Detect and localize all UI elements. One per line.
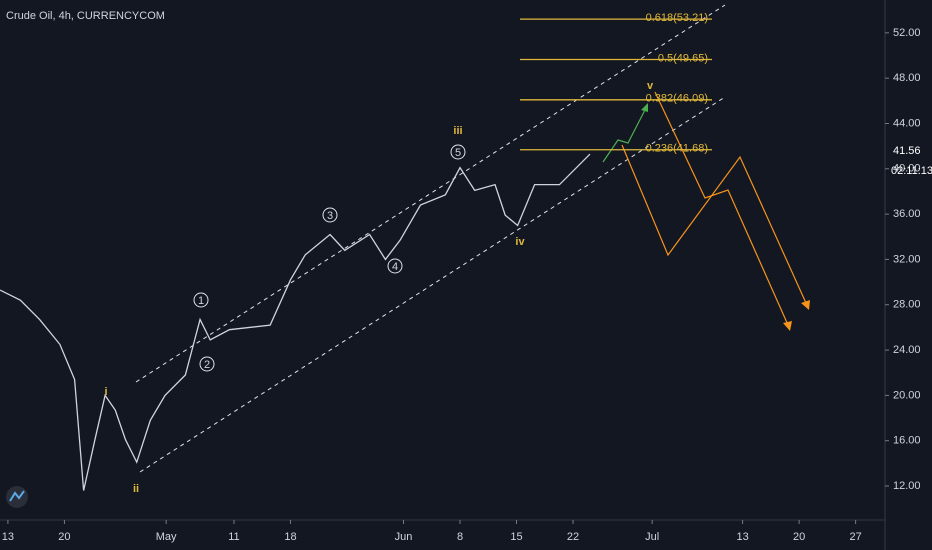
x-tick-label: Jul [645, 531, 659, 543]
x-tick-label: 18 [284, 531, 296, 543]
y-tick-label: 52.00 [893, 27, 921, 39]
y-tick-label: 12.00 [893, 480, 921, 492]
wave-label: i [104, 386, 107, 398]
projection-orange-2 [654, 91, 789, 326]
y-tick-label: 44.00 [893, 117, 921, 129]
x-tick-label: 27 [849, 531, 861, 543]
x-tick-label: 20 [793, 531, 805, 543]
x-tick-label: 11 [228, 531, 239, 543]
wave-label: iii [453, 125, 462, 137]
x-tick-label: May [156, 531, 177, 543]
projection-orange-1 [621, 144, 807, 304]
x-tick-label: 13 [736, 531, 748, 543]
countdown-label: 02:11:13 [891, 165, 932, 177]
wave-circle [199, 356, 215, 372]
arrowhead-orange-2 [783, 321, 792, 331]
wave-label: 1 [198, 295, 204, 307]
fib-label: 0.5(49.65) [658, 52, 708, 64]
y-tick-label: 36.00 [893, 208, 921, 220]
fib-label: 0.618(53.21) [646, 12, 708, 24]
y-tick-label: 24.00 [893, 344, 921, 356]
wave-label: 4 [392, 261, 398, 273]
x-tick-label: 8 [457, 531, 463, 543]
wave-circle [193, 292, 209, 308]
wave-circle [387, 258, 403, 274]
logo-mark [9, 490, 25, 502]
y-tick-label: 48.00 [893, 72, 921, 84]
arrowhead-orange-1 [801, 300, 810, 310]
x-tick-label: 15 [510, 531, 522, 543]
y-tick-label: 32.00 [893, 253, 921, 265]
wave-label: 2 [204, 359, 210, 371]
y-tick-label: 16.00 [893, 435, 921, 447]
wave-label: iv [515, 236, 525, 248]
chart-title: Crude Oil, 4h, CURRENCYCOM [6, 10, 165, 22]
y-tick-label: 28.00 [893, 299, 921, 311]
x-tick-label: 20 [58, 531, 70, 543]
fib-label: 0.236(41.68) [646, 143, 708, 155]
x-tick-label: 22 [567, 531, 579, 543]
projection-green [602, 107, 647, 163]
y-tick-label: 20.00 [893, 389, 921, 401]
x-tick-label: Jun [395, 531, 413, 543]
price-line [0, 153, 591, 491]
fib-label: 0.382(46.09) [646, 93, 708, 105]
wave-circle [450, 144, 466, 160]
wave-label: 5 [455, 147, 461, 159]
last-price-label: 41.56 [893, 145, 921, 157]
wave-label: ii [133, 483, 139, 495]
wave-label: v [647, 80, 654, 92]
x-tick-label: 13 [2, 531, 14, 543]
arrowhead-green [641, 103, 648, 112]
y-tick-label: 40.00 [893, 163, 921, 175]
wave-label: 3 [327, 210, 333, 222]
last-price-box [886, 143, 932, 160]
wave-circle [322, 207, 338, 223]
